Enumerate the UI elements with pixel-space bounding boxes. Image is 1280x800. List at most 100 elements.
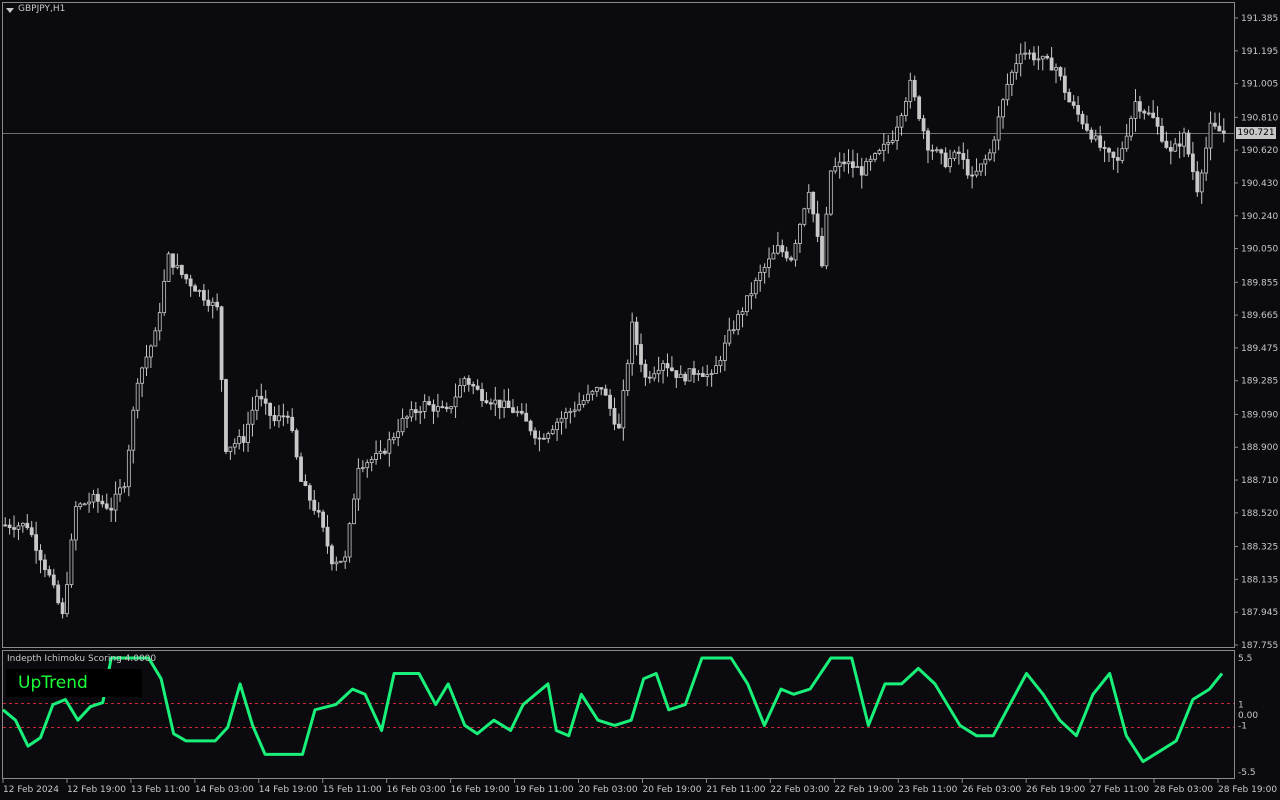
indicator-tick-label: 5.5 — [1238, 654, 1252, 664]
price-tick-label: 190.050 — [1241, 245, 1278, 255]
time-tick-label: 20 Feb 19:00 — [642, 785, 701, 795]
candle-body — [488, 402, 493, 405]
candle-body — [934, 149, 939, 152]
candle-body — [1129, 118, 1133, 137]
candles-layer — [3, 41, 1226, 619]
time-tick-label: 16 Feb 03:00 — [387, 785, 446, 795]
candle-body — [590, 390, 595, 395]
candle-body — [890, 140, 895, 143]
candle-body — [568, 410, 573, 414]
candle-body — [299, 456, 303, 482]
candle-body — [285, 415, 290, 418]
candle-body — [1014, 63, 1019, 73]
price-tick-label: 189.855 — [1241, 278, 1278, 288]
candle-body — [727, 329, 732, 344]
candle-body — [246, 423, 250, 443]
price-tick-label: 191.195 — [1241, 47, 1278, 57]
trend-badge: UpTrend — [6, 669, 142, 697]
candle-body — [365, 462, 370, 469]
candle-body — [722, 342, 727, 361]
candle-body — [1071, 101, 1076, 106]
time-tick-label: 20 Feb 03:00 — [579, 785, 638, 795]
candle-body — [1173, 143, 1178, 152]
symbol-dropdown-icon[interactable] — [6, 8, 14, 13]
symbol-label[interactable]: GBPJPY,H1 — [18, 4, 66, 14]
candle-body — [100, 500, 105, 505]
candle-body — [625, 363, 630, 391]
time-tick-label: 14 Feb 19:00 — [259, 785, 318, 795]
candle-body — [943, 152, 948, 168]
candle-body — [859, 166, 864, 176]
candle-body — [188, 278, 193, 287]
candle-body — [316, 510, 321, 513]
candle-body — [334, 561, 339, 565]
candle-body — [7, 524, 12, 529]
candle-body — [34, 534, 39, 551]
candle-body — [647, 376, 652, 379]
candle-body — [1133, 101, 1138, 119]
candle-body — [162, 281, 167, 314]
candle-body — [369, 459, 374, 464]
candle-body — [948, 158, 952, 168]
candle-body — [528, 420, 533, 432]
candle-body — [413, 409, 418, 414]
price-tick-label: 191.385 — [1241, 14, 1278, 24]
candle-body — [873, 153, 877, 160]
candle-body — [612, 407, 617, 425]
price-tick-label: 188.900 — [1241, 443, 1278, 453]
candle-body — [656, 369, 661, 375]
time-tick-label: 14 Feb 03:00 — [195, 785, 254, 795]
time-tick-label: 22 Feb 03:00 — [770, 785, 829, 795]
price-tick-label: 189.090 — [1241, 410, 1278, 420]
candle-body — [338, 560, 343, 563]
time-tick-label: 12 Feb 2024 — [3, 785, 59, 795]
candle-body — [215, 301, 220, 308]
candle-body — [405, 416, 409, 419]
candle-body — [780, 245, 785, 253]
candle-body — [171, 253, 175, 268]
candle-body — [343, 556, 348, 562]
candle-body — [970, 174, 975, 177]
candle-body — [1190, 153, 1195, 173]
candle-body — [1107, 148, 1111, 153]
candle-body — [987, 152, 992, 160]
candle-body — [312, 499, 317, 511]
candle-body — [1085, 123, 1089, 131]
candle-body — [51, 574, 56, 586]
candle-body — [16, 525, 21, 530]
candle-body — [458, 385, 462, 398]
candle-body — [599, 387, 604, 390]
candle-body — [634, 321, 639, 345]
time-tick-label: 12 Feb 19:00 — [67, 785, 126, 795]
candle-body — [109, 507, 114, 511]
candle-body — [877, 150, 882, 154]
candle-body — [96, 493, 100, 502]
candle-body — [175, 264, 180, 268]
candle-body — [793, 243, 798, 261]
candle-body — [431, 404, 436, 412]
candle-body — [762, 266, 767, 273]
candle-body — [1102, 146, 1107, 149]
candle-body — [683, 373, 688, 382]
candle-body — [25, 522, 30, 529]
candle-body — [1080, 113, 1085, 125]
candle-body — [930, 149, 935, 152]
price-tick-label: 191.005 — [1241, 80, 1278, 90]
candle-body — [462, 378, 467, 386]
candle-body — [3, 524, 8, 527]
price-tick-label: 190.620 — [1241, 146, 1278, 156]
candle-body — [1036, 58, 1041, 61]
candle-body — [12, 527, 16, 530]
candle-body — [1076, 105, 1080, 115]
candle-body — [250, 409, 255, 425]
candle-body — [1213, 122, 1217, 127]
candle-body — [851, 161, 855, 169]
candle-body — [1151, 112, 1156, 118]
price-tick-label: 189.665 — [1241, 311, 1278, 321]
candle-body — [904, 100, 908, 116]
time-tick-label: 28 Feb 03:00 — [1154, 785, 1213, 795]
candle-body — [184, 274, 189, 280]
time-tick-label: 23 Feb 11:00 — [898, 785, 957, 795]
